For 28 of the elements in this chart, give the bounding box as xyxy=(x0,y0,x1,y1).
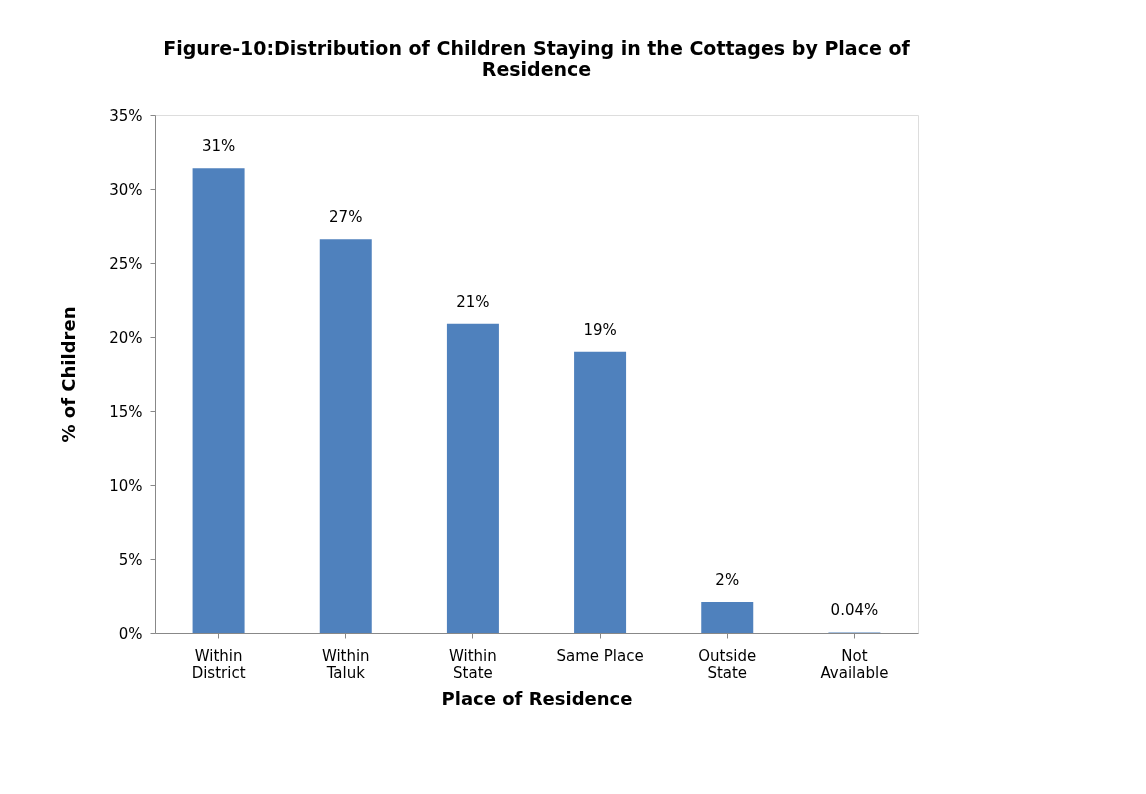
y-tick-label: 10% xyxy=(109,476,143,495)
x-tick-label: Within District xyxy=(191,646,246,682)
y-tick-label: 25% xyxy=(109,254,143,273)
data-label: 21% xyxy=(456,292,490,311)
y-axis-title: % of Children xyxy=(58,306,80,443)
y-tick-label: 15% xyxy=(109,402,143,421)
x-axis-title: Place of Residence xyxy=(441,687,633,709)
data-label: 2% xyxy=(715,570,740,589)
bar xyxy=(446,323,499,633)
x-tick-label: Within Taluk xyxy=(321,646,370,682)
x-tick-label: Not Available xyxy=(820,646,889,682)
bar xyxy=(574,351,627,633)
bar xyxy=(701,601,754,633)
data-label: 0.04% xyxy=(830,601,879,620)
bar xyxy=(192,168,245,633)
data-label: 19% xyxy=(583,320,617,339)
y-tick-label: 5% xyxy=(118,550,143,569)
y-tick-label: 35% xyxy=(109,106,143,125)
x-tick-label: Outside State xyxy=(698,646,757,682)
chart-title: Figure-10:Distribution of Children Staying in the Cottages by Place of Residence xyxy=(163,37,911,80)
y-tick-label: 0% xyxy=(118,624,143,643)
data-label: 31% xyxy=(201,137,236,156)
bar xyxy=(319,239,372,633)
x-tick-label: Same Place xyxy=(556,646,644,665)
y-tick-label: 30% xyxy=(109,180,143,199)
y-tick-label: 20% xyxy=(109,328,143,347)
data-label: 27% xyxy=(329,208,363,227)
x-tick-label: Within State xyxy=(449,646,497,682)
